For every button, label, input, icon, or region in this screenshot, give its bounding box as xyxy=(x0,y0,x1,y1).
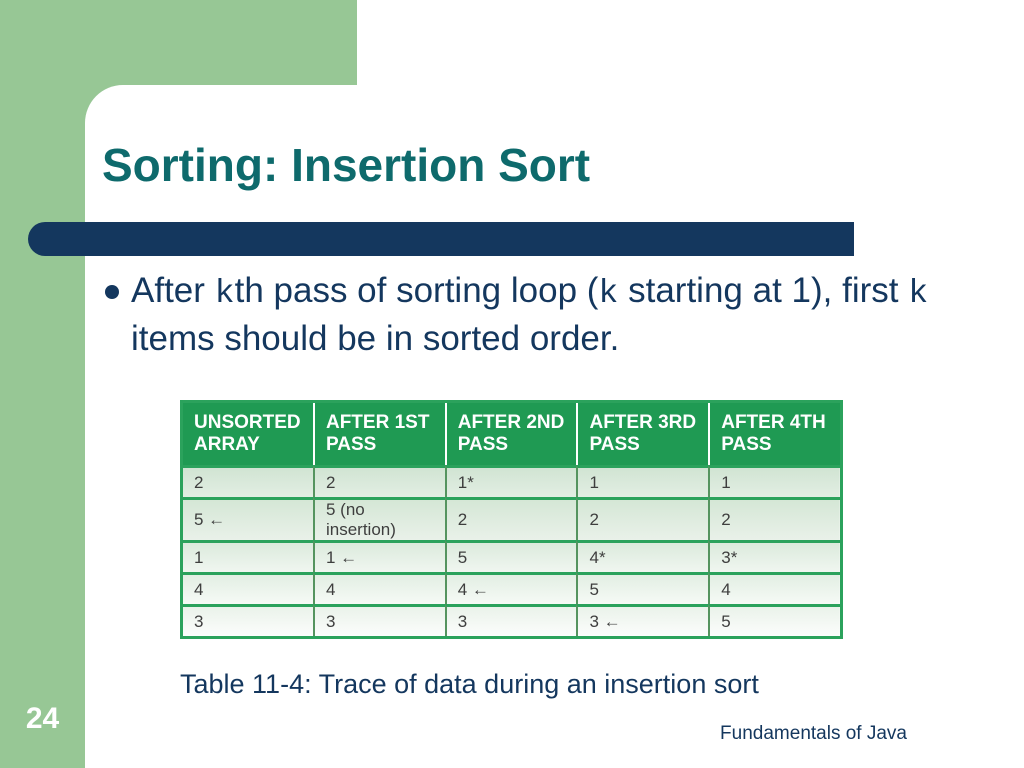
table-body: 2 2 1* 1 1 5 ← 5 (no insertion) 2 2 2 1 1 ← 5 4* 3* 4 4 4… xyxy=(183,465,840,636)
insertion-sort-trace-table: UNSORTED ARRAY AFTER 1ST PASS AFTER 2ND PA… xyxy=(180,400,843,639)
table-cell: 2 xyxy=(708,497,840,540)
table-header-cell: AFTER 1ST PASS xyxy=(312,403,445,465)
table-cell: 2 xyxy=(312,465,445,497)
table-header-cell: UNSORTED ARRAY xyxy=(183,403,313,465)
table-cell: 3* xyxy=(708,540,840,572)
table-cell: 2 xyxy=(183,465,313,497)
bullet-text-segment: th pass of sorting loop ( xyxy=(234,271,599,310)
table-cell: 4 xyxy=(312,572,445,604)
bullet-item: After kth pass of sorting loop (k starti… xyxy=(105,268,985,362)
background-accent-left xyxy=(0,0,85,768)
table-cell: 5 xyxy=(444,540,577,572)
bullet-text: After kth pass of sorting loop (k starti… xyxy=(131,268,966,362)
code-token-k: k xyxy=(598,274,619,312)
table-cell: 4* xyxy=(576,540,709,572)
table-cell: 4 xyxy=(708,572,840,604)
table-header-cell: AFTER 3RD PASS xyxy=(576,403,709,465)
code-token-k: k xyxy=(908,274,929,312)
table-cell: 1* xyxy=(444,465,577,497)
table-cell: 5 (no insertion) xyxy=(312,497,445,540)
code-token-k: k xyxy=(214,274,235,312)
table-row: 2 2 1* 1 1 xyxy=(183,465,840,497)
table-cell: 3 ← xyxy=(576,604,709,636)
bullet-text-segment: After xyxy=(131,271,215,310)
bullet-text-segment: items should be in sorted order. xyxy=(131,319,620,358)
table-caption: Table 11-4: Trace of data during an inse… xyxy=(180,669,759,699)
table-cell: 5 ← xyxy=(183,497,313,540)
slide-title: Sorting: Insertion Sort xyxy=(102,139,591,191)
table-row: 5 ← 5 (no insertion) 2 2 2 xyxy=(183,497,840,540)
table-cell: 3 xyxy=(312,604,445,636)
table-header: UNSORTED ARRAY AFTER 1ST PASS AFTER 2ND PA… xyxy=(183,403,840,465)
table-cell: 5 xyxy=(576,572,709,604)
table-header-cell: AFTER 4TH PASS xyxy=(708,403,840,465)
table-header-cell: AFTER 2ND PASS xyxy=(444,403,577,465)
table-cell: 1 xyxy=(183,540,313,572)
table-header-row: UNSORTED ARRAY AFTER 1ST PASS AFTER 2ND PA… xyxy=(183,403,840,465)
background-accent-top xyxy=(0,0,357,85)
footer-text: Fundamentals of Java xyxy=(720,723,907,744)
table-cell: 4 xyxy=(183,572,313,604)
table-cell: 1 xyxy=(708,465,840,497)
bullet-text-segment: starting at 1), first xyxy=(618,271,909,310)
table-cell: 4 ← xyxy=(444,572,577,604)
page-number: 24 xyxy=(25,702,60,735)
bullet-icon xyxy=(105,285,119,299)
table-cell: 5 xyxy=(708,604,840,636)
title-underline-bar xyxy=(28,222,854,256)
table-cell: 2 xyxy=(576,497,709,540)
table-cell: 3 xyxy=(444,604,577,636)
table-cell: 3 xyxy=(183,604,313,636)
table-cell: 2 xyxy=(444,497,577,540)
table-cell: 1 xyxy=(576,465,709,497)
table-cell: 1 ← xyxy=(312,540,445,572)
